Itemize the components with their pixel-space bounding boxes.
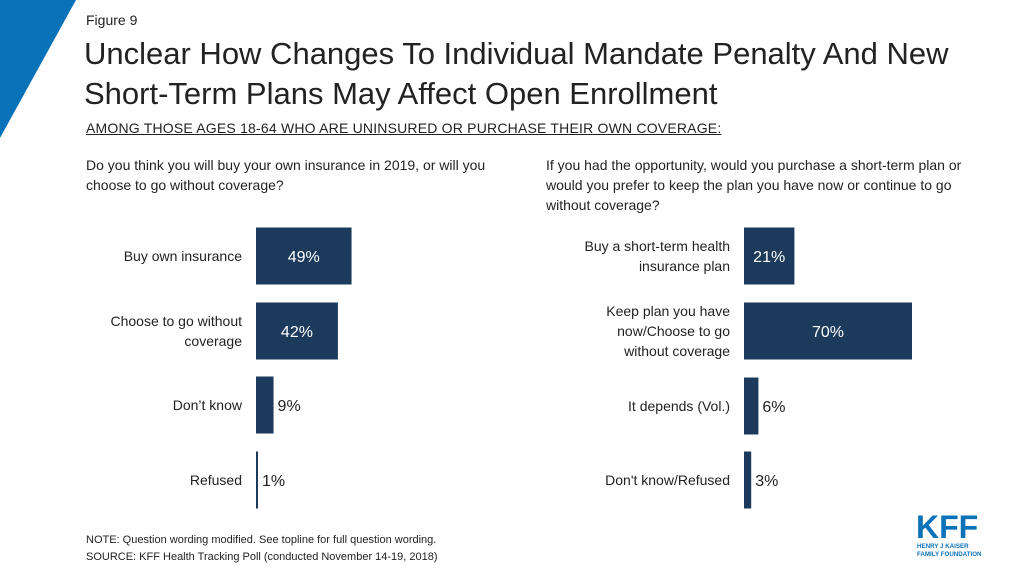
- right-bar-value-label-1: 70%: [812, 324, 844, 341]
- right-category-label-0: Buy a short-term health insurance plan: [584, 238, 730, 274]
- right-bar-0: [744, 227, 795, 285]
- logo-text: KFF: [916, 509, 978, 545]
- left-bar-1: [256, 302, 338, 360]
- logo-subtext-2: FAMILY FOUNDATION: [917, 551, 982, 558]
- kff-logo: KFF HENRY J KAISER FAMILY FOUNDATION: [916, 509, 982, 558]
- left-bar-0: [256, 227, 352, 285]
- left-category-label-2: Don’t know: [173, 397, 243, 413]
- right-bar-value-label-2: 6%: [762, 399, 785, 416]
- left-chart-question: Do you think you will buy your own insur…: [86, 157, 486, 193]
- left-bar-value-label-3: 1%: [262, 473, 285, 490]
- left-category-label-0: Buy own insurance: [124, 248, 243, 264]
- right-bar-1: [744, 302, 912, 360]
- left-bar-2: [256, 376, 274, 434]
- logo-subtext-1: HENRY J KAISER: [917, 543, 969, 550]
- figure-label: Figure 9: [86, 12, 138, 28]
- source-text: SOURCE: KFF Health Tracking Poll (conduc…: [86, 551, 438, 563]
- left-bar-value-label-0: 49%: [288, 249, 320, 266]
- left-bar-value-label-1: 42%: [281, 324, 313, 341]
- corner-accent-triangle: [0, 0, 76, 138]
- right-bar-2: [744, 377, 759, 435]
- right-category-label-3: Don't know/Refused: [605, 472, 730, 488]
- right-bar-value-label-0: 21%: [753, 249, 785, 266]
- page-title: Unclear How Changes To Individual Mandat…: [84, 36, 949, 111]
- left-bar-3: [256, 451, 258, 509]
- left-category-label-1: Choose to go without coverage: [110, 313, 242, 349]
- right-category-label-2: It depends (Vol.): [628, 398, 730, 414]
- right-bar-value-label-3: 3%: [755, 473, 778, 490]
- note-text: NOTE: Question wording modified. See top…: [86, 534, 437, 546]
- right-category-label-1: Keep plan you have now/Choose to go withou…: [606, 303, 730, 359]
- subtitle: AMONG THOSE AGES 18-64 WHO ARE UNINSURED…: [86, 120, 722, 136]
- right-bar-3: [744, 451, 752, 509]
- right-chart-question: If you had the opportunity, would you pu…: [546, 157, 962, 213]
- left-bar-value-label-2: 9%: [278, 398, 301, 415]
- left-category-label-3: Refused: [190, 472, 242, 488]
